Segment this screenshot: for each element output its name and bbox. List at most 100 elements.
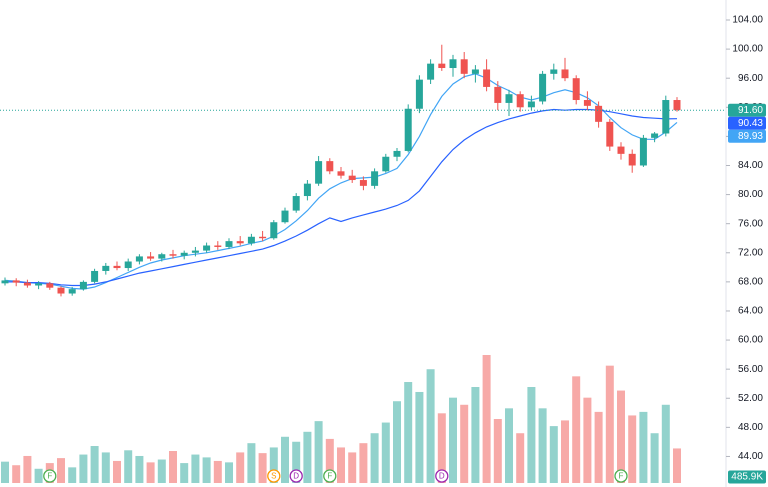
candle-body <box>550 69 558 74</box>
event-label: D <box>293 472 299 481</box>
candle-body <box>359 180 367 186</box>
candle-body <box>483 69 491 87</box>
event-marker <box>43 469 57 483</box>
y-tick-label: 76.00 <box>738 218 763 229</box>
volume-bar <box>90 446 99 483</box>
ma-label-box <box>728 129 766 143</box>
volume-bar <box>549 426 558 483</box>
volume-bar <box>516 433 525 483</box>
candle-body <box>23 282 31 286</box>
candle-body <box>673 100 681 111</box>
volume-bar <box>169 451 177 483</box>
volume-label: 485.9K <box>731 472 763 483</box>
volume-bar <box>314 421 323 483</box>
event-marker <box>323 469 337 483</box>
candle-body <box>639 137 647 166</box>
event-label: F <box>327 472 332 481</box>
y-tick-label: 100.00 <box>732 44 763 55</box>
y-tick-label: 84.00 <box>738 160 763 171</box>
candle-body <box>147 256 155 259</box>
candle-body <box>12 280 20 283</box>
y-tick-label: 72.00 <box>738 247 763 258</box>
event-label: D <box>439 472 445 481</box>
volume-bar <box>337 447 345 483</box>
volume-bar <box>281 436 289 483</box>
candle-body <box>337 171 345 176</box>
volume-bar <box>34 468 43 483</box>
y-tick-label: 80.00 <box>738 189 763 200</box>
volume-bar <box>258 453 267 483</box>
volume-bar <box>661 404 670 483</box>
event-marker <box>614 469 628 483</box>
candle-body <box>393 150 401 157</box>
volume-bar <box>583 397 592 483</box>
moving-average <box>5 108 678 287</box>
volume-bar <box>68 467 77 483</box>
event-marker <box>435 469 449 483</box>
candle-body <box>460 59 468 74</box>
last-price-label: 91.60 <box>738 105 763 116</box>
volume-bar <box>594 411 603 483</box>
volume-bar <box>437 413 446 483</box>
volume-bar <box>415 391 424 483</box>
candle-body <box>35 283 43 286</box>
candle-body <box>572 78 580 101</box>
volume-bar <box>157 459 166 483</box>
candle-body <box>214 245 222 247</box>
volume-bar <box>12 465 21 483</box>
candle-body <box>561 69 569 79</box>
event-marker <box>289 469 303 483</box>
candle-body <box>494 86 502 103</box>
candle-body <box>46 283 54 288</box>
volume-bar <box>225 462 233 483</box>
candle-body <box>57 287 65 294</box>
volume-bar <box>381 422 390 483</box>
candle-body <box>427 63 435 80</box>
y-tick-label: 68.00 <box>738 277 763 288</box>
y-tick-label: 52.00 <box>738 393 763 404</box>
candle-body <box>247 236 255 244</box>
candle-body <box>158 254 166 259</box>
candle-body <box>505 94 513 103</box>
volume-bar <box>449 397 457 483</box>
candle-body <box>583 100 591 106</box>
volume-bar <box>202 457 211 483</box>
y-tick-label: 96.00 <box>738 73 763 84</box>
candle-body <box>628 153 636 166</box>
volume-bar <box>191 454 200 483</box>
y-tick-label: 56.00 <box>738 364 763 375</box>
volume-bar <box>426 369 435 483</box>
last-price-label-box <box>728 103 766 117</box>
candle-body <box>236 241 244 244</box>
candle-body <box>68 289 76 294</box>
event-marker <box>267 469 281 483</box>
candle-body <box>281 210 289 223</box>
candle-body <box>415 79 423 109</box>
ma-label: 89.93 <box>738 131 763 142</box>
volume-bar <box>124 450 133 483</box>
volume-bar <box>348 452 357 483</box>
event-label: F <box>619 472 624 481</box>
volume-bar <box>505 408 513 483</box>
volume-bar <box>527 387 536 483</box>
candle-body <box>404 108 412 151</box>
ma-label: 90.43 <box>738 118 763 129</box>
candle-body <box>527 101 535 108</box>
volume-bar <box>404 382 413 483</box>
candle-body <box>651 133 659 138</box>
volume-bar <box>650 433 659 483</box>
candle-body <box>449 59 457 69</box>
candle-body <box>382 156 390 172</box>
volume-bar <box>561 420 569 483</box>
candle-body <box>438 63 446 69</box>
volume-bar <box>370 433 379 483</box>
moving-average <box>4 73 678 290</box>
volume-bar <box>538 408 547 483</box>
volume-bar <box>57 458 65 483</box>
volume-bar <box>180 463 189 483</box>
candle-body <box>348 175 356 181</box>
volume-bar <box>471 387 480 483</box>
volume-label-box <box>728 470 766 484</box>
volume-bar <box>146 462 155 483</box>
